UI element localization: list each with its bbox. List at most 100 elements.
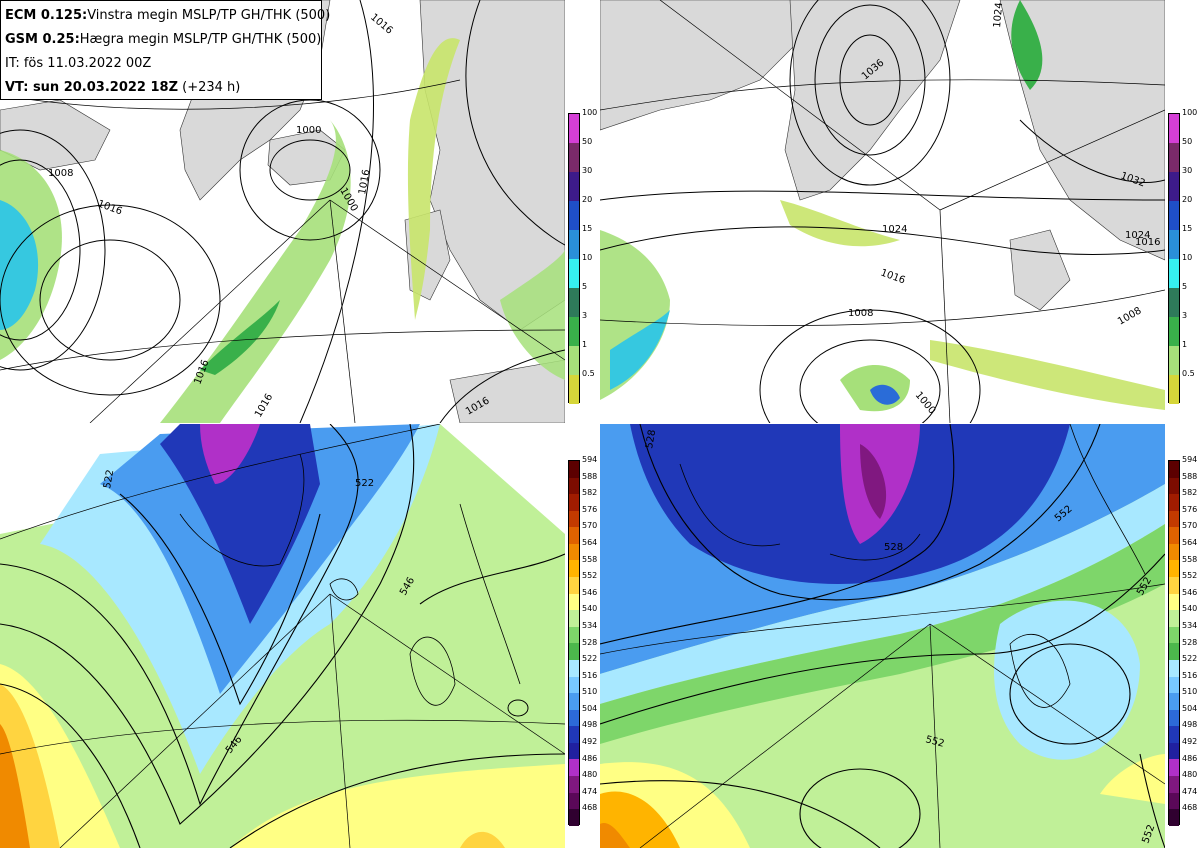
thickness-colorbar-right — [1168, 460, 1180, 826]
height-contour-closed-south — [799, 768, 921, 848]
height-contour-2 — [0, 424, 415, 825]
canada-land — [600, 0, 811, 131]
height-contour-1 — [600, 424, 955, 645]
initial-time: IT: fös 11.03.2022 00Z — [5, 56, 152, 71]
gsm-thickness-map: 528 528 552 552 552 552 — [600, 424, 1165, 848]
colorbar-segment — [1169, 726, 1179, 743]
precip-band-north — [407, 38, 460, 321]
precip-colorbar-left — [568, 113, 580, 404]
forecast-offset: (+234 h) — [182, 80, 241, 95]
longitude-line-1 — [929, 623, 941, 848]
height-contour-3 — [0, 683, 141, 848]
valid-time: VT: sun 20.03.2022 18Z — [5, 80, 178, 95]
colorbar-segment — [569, 626, 579, 644]
colorbar-label: 570 — [1182, 521, 1198, 531]
longitude-line-1 — [329, 593, 351, 848]
colorbar-segment — [1169, 759, 1179, 776]
colorbar-segment — [569, 709, 579, 727]
isobar-high-1 — [839, 34, 901, 126]
colorbar-label: 528 — [582, 637, 598, 647]
colorbar-label: 1 — [582, 340, 588, 349]
colorbar-segment — [1169, 201, 1179, 230]
norway-coast — [459, 503, 521, 685]
height-contour-4 — [229, 753, 565, 848]
colorbar-segment — [1169, 510, 1179, 528]
colorbar-segment — [1169, 643, 1179, 660]
colorbar-label: 540 — [582, 604, 598, 614]
gsm-model-name: GSM 0.25: — [5, 32, 80, 47]
info-line-ecm: ECM 0.125:Vinstra megin MSLP/TP GH/THK (… — [5, 4, 330, 28]
colorbar-segment — [569, 114, 579, 143]
colorbar-segment — [569, 461, 579, 478]
colorbar-label: 582 — [1182, 488, 1198, 498]
colorbar-label: 5 — [582, 282, 588, 291]
latitude-line-2 — [600, 289, 1165, 326]
info-line-gsm: GSM 0.25:Hægra megin MSLP/TP GH/THK (500… — [5, 28, 321, 52]
colorbar-segment — [1169, 288, 1179, 317]
longitude-line-2 — [639, 623, 931, 848]
colorbar-segment — [1169, 230, 1179, 259]
colorbar-segment — [1169, 676, 1179, 694]
colorbar-label: 480 — [1182, 770, 1198, 780]
colorbar-segment — [1169, 792, 1179, 810]
ecm-thickness-map-svg: 522 522 546 546 — [0, 424, 565, 848]
uk-coast — [409, 636, 456, 706]
contour-label: 1008 — [48, 168, 73, 179]
colorbar-label: 540 — [1182, 604, 1198, 614]
colorbar-segment — [1169, 560, 1179, 578]
colorbar-segment — [1169, 346, 1179, 375]
colorbar-label: 558 — [582, 554, 598, 564]
gsm-mslp-map-svg: 1024 1036 1032 1024 1016 1008 1000 1024 … — [600, 0, 1165, 423]
colorbar-segment — [569, 172, 579, 201]
colorbar-segment — [1169, 375, 1179, 404]
colorbar-segment — [569, 809, 579, 826]
isobar-mid-1 — [600, 226, 1165, 255]
colorbar-segment — [1169, 143, 1179, 172]
colorbar-label: 510 — [1182, 687, 1198, 697]
colorbar-label: 516 — [582, 670, 598, 680]
isobar-high-2 — [0, 204, 221, 396]
gsm-description: Hægra megin MSLP/TP GH/THK (500) — [79, 32, 322, 47]
forecast-info-box: ECM 0.125:Vinstra megin MSLP/TP GH/THK (… — [0, 0, 330, 100]
colorbar-label: 5 — [1182, 282, 1188, 291]
colorbar-label: 50 — [582, 137, 593, 146]
colorbar-segment — [1169, 172, 1179, 201]
colorbar-segment — [569, 543, 579, 561]
colorbar-segment — [569, 259, 579, 288]
colorbar-segment — [1169, 742, 1179, 760]
colorbar-label: 30 — [582, 166, 593, 175]
colorbar-segment — [569, 577, 579, 594]
colorbar-segment — [1169, 461, 1179, 478]
height-contour-6 — [419, 553, 565, 605]
latitude-line — [600, 583, 1165, 655]
colorbar-label: 594 — [582, 455, 598, 464]
colorbar-segment — [569, 494, 579, 511]
longitude-line-1 — [329, 199, 356, 423]
colorbar-segment — [569, 593, 579, 611]
colorbar-label: 594 — [1182, 455, 1198, 464]
colorbar-label: 15 — [1182, 224, 1193, 233]
colorbar-label: 10 — [582, 253, 593, 262]
longitude-line-2 — [659, 0, 941, 211]
thickness-green-band — [600, 524, 1165, 744]
colorbar-segment — [569, 201, 579, 230]
colorbar-label: 498 — [1182, 720, 1198, 730]
contour-label: 1024 — [992, 2, 1005, 28]
thickness-warm-spot — [460, 831, 505, 848]
isobar-east-1 — [299, 0, 374, 423]
contour-label: 1008 — [848, 308, 873, 319]
colorbar-segment — [569, 288, 579, 317]
longitude-line-3 — [329, 199, 565, 361]
longitude-line-1 — [939, 209, 951, 423]
ecm-description: Vinstra megin MSLP/TP GH/THK (500) — [87, 8, 331, 23]
colorbar-label: 0.5 — [1182, 369, 1195, 378]
colorbar-segment — [569, 610, 579, 627]
ecm-thickness-map: 522 522 546 546 — [0, 424, 565, 848]
precip-band-east — [500, 250, 565, 380]
thickness-darkest-core — [860, 444, 887, 519]
contour-label: 522 — [355, 478, 374, 489]
europe-land — [449, 359, 565, 423]
isobar-mid-2 — [600, 190, 1165, 201]
thickness-trough-uk — [994, 600, 1140, 760]
height-contour-1 — [0, 424, 359, 806]
